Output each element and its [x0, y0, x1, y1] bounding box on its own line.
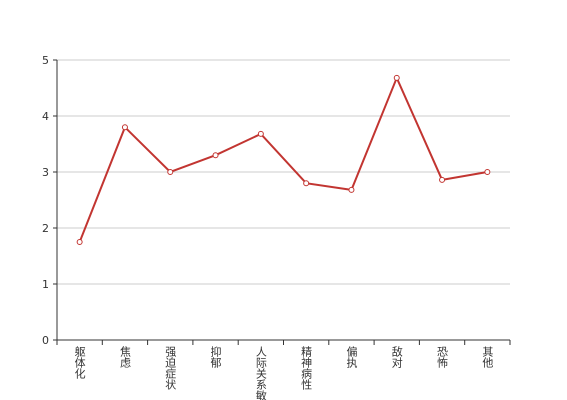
point — [348, 186, 355, 193]
point — [167, 169, 174, 175]
y-tick-label: 4 — [42, 110, 49, 123]
y-tick-label: 2 — [42, 222, 49, 235]
point — [257, 130, 264, 137]
y-tick-label: 0 — [42, 334, 49, 347]
line — [78, 75, 488, 243]
x-tick-label: 其他 — [481, 346, 494, 368]
x-tick-label: 强迫症状 — [164, 346, 177, 390]
x-tick-label: 恐怖 — [436, 346, 449, 368]
x-tick-label: 精神病性 — [300, 346, 313, 391]
point — [439, 176, 446, 183]
y-tick-label: 1 — [42, 278, 49, 291]
point — [484, 169, 491, 175]
point — [303, 180, 310, 187]
x-tick-label: 焦虑 — [118, 346, 131, 368]
x-tick-label: 人际关系敏感 — [254, 346, 267, 400]
point — [76, 239, 83, 245]
point — [212, 152, 219, 159]
point — [393, 74, 400, 81]
point — [121, 124, 128, 131]
x-tick-label: 偏执 — [345, 345, 358, 369]
y-tick-label: 5 — [42, 54, 49, 67]
y-tick-label: 3 — [42, 166, 49, 179]
x-tick-label: 敌对 — [390, 345, 403, 368]
x-tick-label: 抑郁 — [209, 345, 222, 368]
x-tick-label: 躯体化 — [73, 346, 86, 380]
